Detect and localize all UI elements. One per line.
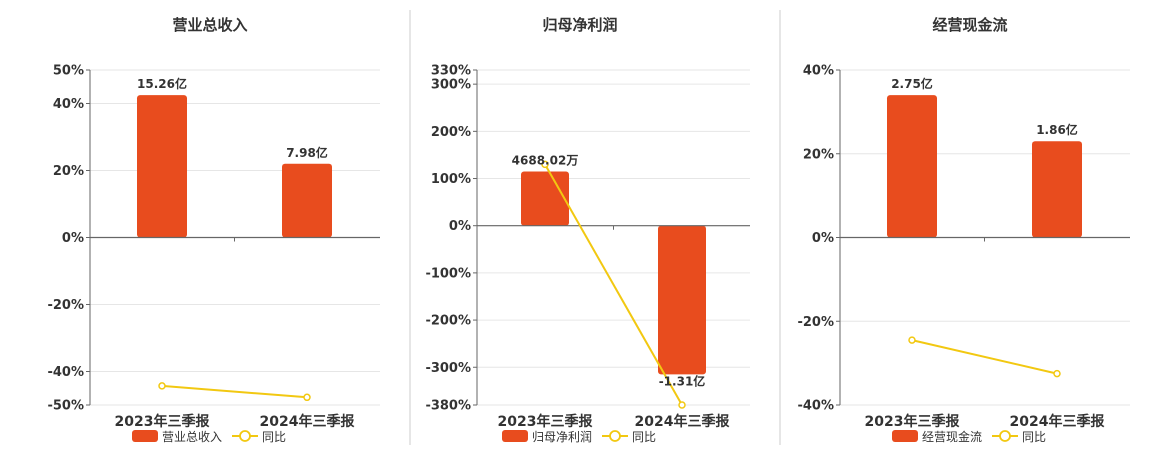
- legend-line-marker: [609, 430, 621, 442]
- bar-1: [887, 95, 937, 238]
- bar-data-label: -1.31亿: [659, 373, 706, 388]
- yoy-point-2: [1053, 369, 1061, 378]
- bar-1: [521, 171, 569, 226]
- chart-3: 经营现金流 40% 20% 0% -20% -40% 2.75亿 1.86亿 2023年三季报 2…: [797, 16, 1130, 444]
- y-tick-label: -20%: [797, 315, 834, 330]
- bar-1: [137, 95, 187, 238]
- yoy-point-2: [303, 393, 311, 402]
- y-tick-label: 0%: [62, 231, 84, 246]
- x-tick-label: 2024年三季报: [260, 413, 355, 430]
- legend: 营业总收入 同比: [132, 430, 286, 444]
- chart-1: 营业总收入 50% 40% 20% 0% -20% -40% -50% 15.26亿 7.98亿 2…: [47, 16, 380, 444]
- bar-data-label: 7.98亿: [286, 145, 328, 160]
- legend-line-label: 同比: [1022, 430, 1046, 444]
- chart-2: 归母净利润 330%300% 200% 100% 0% -100% -200% -300% -3…: [425, 16, 750, 444]
- chart-title: 经营现金流: [932, 16, 1007, 34]
- bar-data-label: 4688.02万: [512, 153, 579, 167]
- legend-line-marker: [239, 430, 251, 442]
- bar-data-label: 1.86亿: [1036, 122, 1078, 137]
- legend-bar-swatch: [892, 430, 918, 442]
- yoy-line: [911, 339, 1058, 375]
- yoy-point-1: [158, 382, 166, 390]
- legend-bar-swatch: [502, 430, 528, 442]
- y-tick-label: 0%: [449, 219, 471, 234]
- legend-bar-label: 归母净利润: [532, 430, 592, 444]
- y-tick-label: 100%: [431, 172, 471, 187]
- bar-2: [282, 163, 332, 238]
- legend-bar-label: 营业总收入: [162, 430, 222, 444]
- y-tick-label: -300%: [425, 361, 471, 376]
- y-tick-label: -50%: [47, 399, 84, 414]
- legend-line-label: 同比: [262, 430, 286, 444]
- y-tick-label: -20%: [47, 298, 84, 313]
- yoy-point-1: [541, 160, 549, 169]
- x-tick-label: 2023年三季报: [498, 413, 593, 430]
- y-tick-label: -40%: [47, 365, 84, 380]
- legend-line-label: 同比: [632, 430, 656, 444]
- y-tick-label: 300%: [431, 78, 471, 93]
- x-tick-label: 2024年三季报: [1010, 413, 1105, 430]
- yoy-point-1: [908, 336, 916, 344]
- y-tick-label: 40%: [803, 64, 834, 79]
- y-tick-label: 40%: [53, 97, 84, 112]
- y-tick-label: -100%: [425, 266, 471, 281]
- bar-2: [1032, 141, 1082, 238]
- chart-title: 营业总收入: [172, 16, 247, 34]
- legend-bar-swatch: [132, 430, 158, 442]
- bar-data-label: 15.26亿: [137, 76, 187, 91]
- x-tick-label: 2023年三季报: [865, 413, 960, 430]
- chart-title: 归母净利润: [542, 16, 617, 34]
- y-tick-label: 0%: [812, 231, 834, 246]
- y-tick-label: -40%: [797, 399, 834, 414]
- y-tick-label: 200%: [431, 125, 471, 140]
- bar-data-label: 2.75亿: [891, 76, 933, 91]
- bar-2: [658, 225, 706, 375]
- y-tick-label: -200%: [425, 314, 471, 329]
- legend-bar-label: 经营现金流: [922, 429, 982, 444]
- yoy-line: [544, 163, 683, 406]
- legend: 经营现金流 同比: [892, 429, 1046, 444]
- x-tick-label: 2023年三季报: [115, 413, 210, 430]
- y-tick-label: 20%: [803, 147, 834, 162]
- y-tick-label: 50%: [53, 64, 84, 79]
- legend: 归母净利润 同比: [502, 430, 656, 444]
- legend-line-marker: [999, 430, 1011, 442]
- y-tick-label: -380%: [425, 399, 471, 414]
- x-tick-label: 2024年三季报: [635, 413, 730, 430]
- y-tick-label: 330%: [431, 64, 471, 79]
- yoy-point-2: [678, 401, 686, 409]
- y-tick-label: 20%: [53, 164, 84, 179]
- yoy-line: [161, 384, 308, 399]
